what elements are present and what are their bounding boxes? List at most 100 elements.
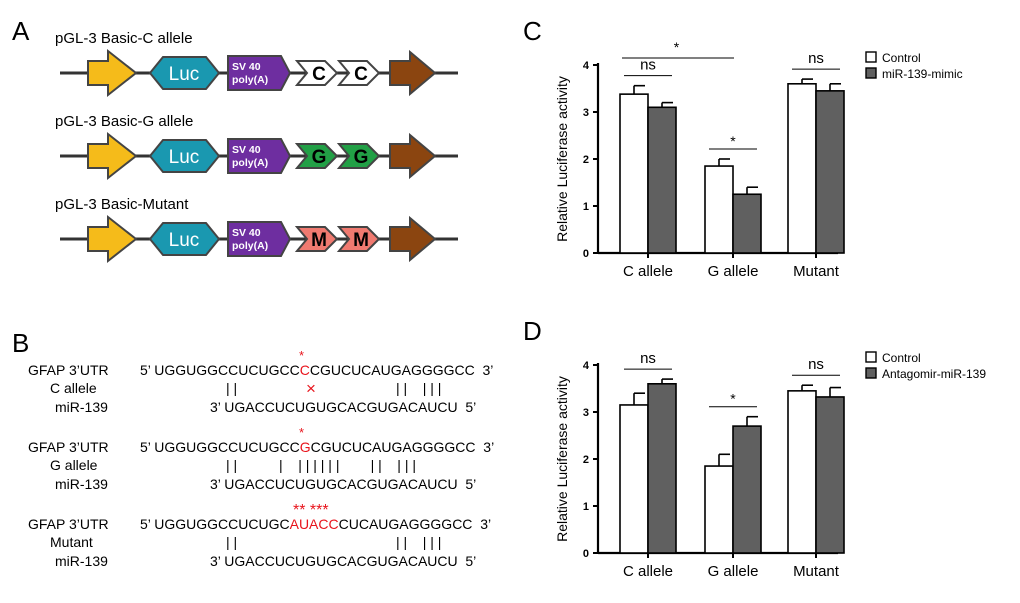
construct-title: pGL-3 Basic-Mutant	[55, 196, 189, 213]
utr-seq-suffix: CUCAUGAGGGGCC 3’	[338, 516, 492, 532]
luc-gene	[148, 222, 221, 256]
allele-label: Mutant	[50, 534, 93, 550]
utr-seq-variant: G	[299, 439, 311, 455]
pairing-right: | | | | |	[396, 380, 442, 396]
allele-label-1: M	[311, 230, 327, 251]
bar	[787, 83, 817, 254]
legend-swatch	[865, 351, 877, 363]
sv40-label-line2: poly(A)	[232, 240, 268, 252]
bar	[787, 390, 817, 554]
utr-label: GFAP 3’UTR	[28, 516, 109, 532]
x-tick-label: G allele	[708, 563, 759, 580]
panel-b-letter: B	[12, 328, 30, 358]
allele-label-1: G	[312, 147, 327, 168]
utr-sequence: 5’ UGGUGGCCUCUGCCGCGUCUCAUGAGGGGCC 3’	[140, 439, 494, 455]
chart-panel-c: C 0 1 2 3 4 Relative Luciferase activity C alle…	[523, 16, 963, 280]
mir-label: miR-139	[55, 553, 108, 569]
allele-arrow-1	[294, 143, 339, 169]
variant-stars: ** ***	[293, 502, 329, 519]
luc-gene	[148, 56, 221, 90]
bar	[815, 90, 845, 254]
y-tick-label: 1	[583, 201, 589, 213]
sv40-polya	[227, 138, 292, 174]
utr-label: GFAP 3’UTR	[28, 362, 109, 378]
sv40-label-line2: poly(A)	[232, 157, 268, 169]
pairing-left: | |	[226, 534, 238, 550]
significance-label: *	[730, 133, 736, 149]
x-tick-label: Mutant	[793, 263, 840, 280]
construct-title: pGL-3 Basic-C allele	[55, 30, 193, 47]
allele-label-2: G	[354, 147, 369, 168]
allele-label: C allele	[50, 380, 97, 396]
allele-arrow-2	[336, 60, 381, 86]
variant-stars: *	[299, 425, 305, 440]
bar	[619, 404, 649, 554]
panel-a-letter: A	[12, 16, 30, 46]
legend-label: Control	[882, 351, 921, 365]
sv40-polya	[227, 221, 292, 257]
mir-sequence: 3’ UGACCUCUGUGCACGUGACAUCU 5’	[210, 476, 477, 492]
significance-label: *	[730, 391, 736, 407]
terminal-arrow	[389, 49, 437, 97]
significance-label: ns	[640, 57, 656, 74]
allele-label-2: C	[354, 64, 368, 85]
terminal-arrow	[389, 132, 437, 180]
construct-title: pGL-3 Basic-G allele	[55, 113, 193, 130]
bar	[647, 383, 677, 554]
significance-label: *	[674, 39, 680, 55]
allele-label: G allele	[50, 457, 98, 473]
x-tick-label: C allele	[623, 263, 673, 280]
luc-gene	[148, 139, 221, 173]
significance-label: ns	[640, 350, 656, 367]
mir-sequence: 3’ UGACCUCUGUGCACGUGACAUCU 5’	[210, 399, 477, 415]
pairing-left: | |	[226, 457, 238, 473]
variant-stars: *	[299, 348, 305, 363]
mir-label: miR-139	[55, 399, 108, 415]
utr-sequence: 5’ UGGUGGCCUCUGCAUACCCUCAUGAGGGGCC 3’	[140, 516, 491, 532]
legend-label: miR-139-mimic	[882, 67, 963, 81]
terminal-arrow	[389, 215, 437, 263]
luc-label: Luc	[169, 230, 200, 251]
legend-swatch	[865, 367, 877, 379]
promoter-arrow	[87, 214, 138, 264]
legend-label: Control	[882, 51, 921, 65]
panel-b-alignments: B GFAP 3’UTR 5’ UGGUGGCCUCUGCCCCGUCUCAUGA…	[0, 320, 520, 580]
pairing-right: | | | | |	[396, 534, 442, 550]
sv40-label-line1: SV 40	[232, 144, 261, 156]
y-tick-label: 4	[583, 60, 590, 72]
bar	[704, 165, 734, 254]
panel-letter: D	[523, 316, 542, 346]
bar	[647, 106, 677, 254]
x-tick-label: Mutant	[793, 563, 840, 580]
y-tick-label: 2	[583, 154, 589, 166]
x-tick-label: G allele	[708, 263, 759, 280]
utr-label: GFAP 3’UTR	[28, 439, 109, 455]
luc-label: Luc	[169, 147, 200, 168]
y-tick-label: 1	[583, 501, 589, 513]
chart-panel-d: D 0 1 2 3 4 Relative Luciferase activity C alle…	[523, 316, 986, 580]
bar	[732, 425, 762, 554]
pairing-left: | |	[226, 380, 238, 396]
bar	[704, 465, 734, 554]
sv40-label-line1: SV 40	[232, 227, 261, 239]
pairing-right: | | | | | | | | | | | |	[279, 457, 416, 473]
allele-label-2: M	[353, 230, 369, 251]
bar	[619, 93, 649, 254]
y-tick-label: 3	[583, 107, 589, 119]
allele-arrow-1	[294, 226, 339, 252]
significance-label: ns	[808, 50, 824, 67]
allele-arrow-2	[336, 143, 381, 169]
sv40-label-line1: SV 40	[232, 61, 261, 73]
legend-swatch	[865, 51, 877, 63]
y-tick-label: 2	[583, 454, 589, 466]
y-axis-label: Relative Luciferase activity	[554, 376, 570, 542]
y-axis-label: Relative Luciferase activity	[554, 76, 570, 242]
utr-seq-variant: AUACC	[289, 516, 339, 532]
mismatch-mark: ×	[306, 379, 316, 398]
legend-label: Antagomir-miR-139	[882, 367, 986, 381]
significance-label: ns	[808, 356, 824, 373]
utr-seq-suffix: CGUCUCAUGAGGGGCC 3’	[310, 439, 495, 455]
bar	[732, 193, 762, 254]
y-tick-label: 3	[583, 407, 589, 419]
